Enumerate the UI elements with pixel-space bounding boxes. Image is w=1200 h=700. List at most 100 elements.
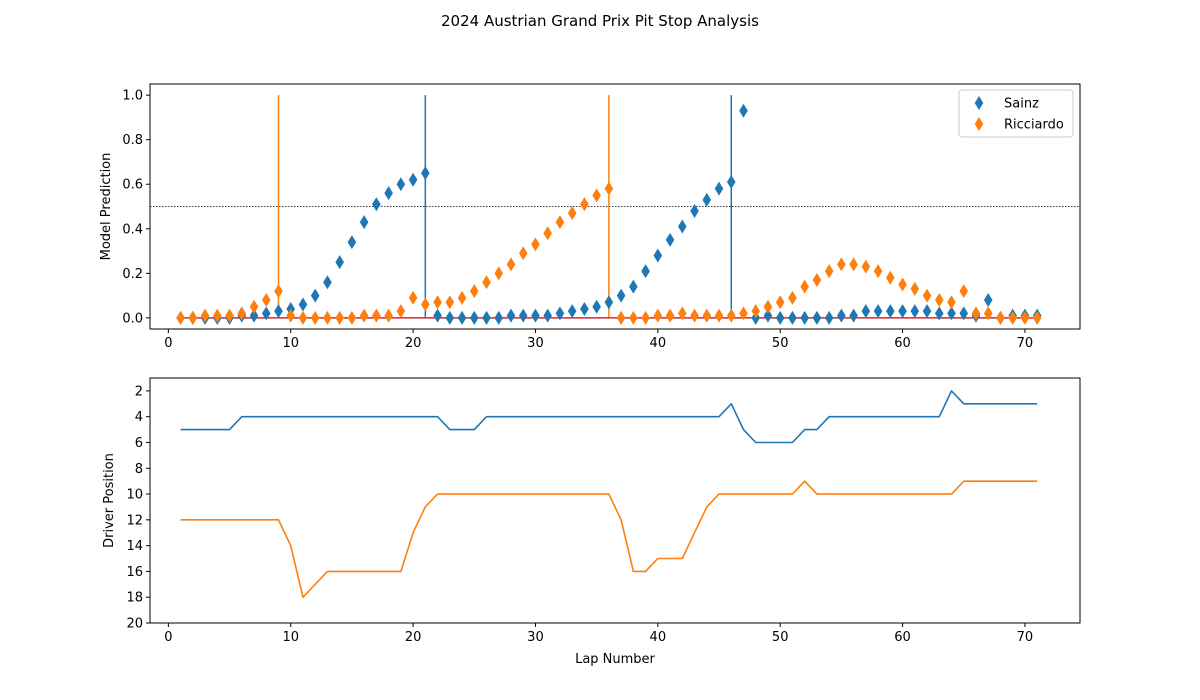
- position-x-tick-label: 50: [772, 630, 789, 645]
- prediction-point-sainz: [494, 310, 504, 325]
- prediction-point-sainz: [616, 288, 626, 303]
- prediction-point-ricciardo: [849, 257, 858, 272]
- prediction-point-sainz: [788, 310, 797, 325]
- figure-title: 2024 Austrian Grand Prix Pit Stop Analys…: [441, 12, 759, 30]
- position-x-tick-label: 40: [650, 630, 667, 645]
- prediction-point-sainz: [886, 304, 895, 319]
- prediction-y-tick-label: 0.6: [122, 178, 143, 193]
- prediction-legend: Sainz Ricciardo: [958, 89, 1074, 138]
- prediction-point-sainz: [714, 181, 724, 196]
- prediction-point-sainz: [641, 264, 650, 279]
- prediction-point-ricciardo: [873, 264, 883, 279]
- prediction-point-sainz: [433, 308, 442, 323]
- prediction-point-sainz: [543, 308, 552, 323]
- position-x-axis-label: Lap Number: [575, 652, 655, 667]
- prediction-point-sainz: [800, 310, 809, 325]
- prediction-point-sainz: [359, 215, 369, 230]
- prediction-point-sainz: [922, 304, 932, 319]
- position-y-axis-label: Driver Position: [102, 453, 117, 548]
- prediction-y-tick-label: 0.2: [122, 267, 143, 282]
- prediction-point-ricciardo: [359, 308, 369, 323]
- prediction-point-ricciardo: [408, 290, 418, 305]
- position-x-tick-label: 70: [1017, 630, 1034, 645]
- prediction-point-sainz: [531, 308, 540, 323]
- prediction-point-sainz: [372, 197, 381, 212]
- legend-label-sainz: Sainz: [1004, 97, 1039, 112]
- prediction-point-ricciardo: [800, 279, 809, 294]
- prediction-point-ricciardo: [934, 293, 944, 308]
- prediction-point-ricciardo: [690, 308, 699, 323]
- position-y-tick-label: 8: [135, 462, 143, 477]
- prediction-point-ricciardo: [1032, 310, 1042, 325]
- prediction-point-ricciardo: [421, 297, 430, 312]
- prediction-point-ricciardo: [1020, 310, 1030, 325]
- position-y-tick-label: 14: [126, 539, 143, 554]
- prediction-point-ricciardo: [959, 284, 969, 299]
- prediction-point-sainz: [665, 232, 675, 247]
- prediction-y-tick-label: 1.0: [122, 89, 143, 104]
- prediction-point-ricciardo: [983, 306, 993, 321]
- prediction-point-sainz: [702, 192, 712, 207]
- legend-label-ricciardo: Ricciardo: [1004, 118, 1064, 133]
- position-y-tick-label: 4: [135, 410, 143, 425]
- prediction-point-ricciardo: [726, 308, 736, 323]
- prediction-point-sainz: [824, 310, 834, 325]
- prediction-point-ricciardo: [457, 290, 467, 305]
- position-x-tick-label: 10: [282, 630, 299, 645]
- prediction-point-sainz: [249, 308, 259, 323]
- prediction-point-sainz: [837, 308, 846, 323]
- prediction-point-sainz: [690, 203, 699, 218]
- prediction-x-tick-label: 60: [894, 336, 911, 351]
- position-axes: 0 10 20 30 40 50 60 70 2 4 6 8 10 12 14 16 18 20 Driver …: [102, 377, 1081, 667]
- prediction-point-sainz: [849, 308, 858, 323]
- prediction-point-sainz: [421, 166, 430, 181]
- prediction-point-sainz: [898, 304, 907, 319]
- prediction-marks: [150, 95, 1080, 325]
- prediction-y-tick-label: 0.0: [122, 311, 143, 326]
- prediction-point-sainz: [812, 310, 822, 325]
- prediction-point-ricciardo: [898, 277, 907, 292]
- prediction-point-ricciardo: [518, 246, 528, 261]
- prediction-point-sainz: [947, 306, 956, 321]
- legend-marker-sainz: [974, 96, 984, 110]
- prediction-point-ricciardo: [751, 304, 761, 319]
- prediction-point-ricciardo: [604, 181, 614, 196]
- position-y-tick-label: 12: [126, 513, 143, 528]
- prediction-point-ricciardo: [261, 293, 271, 308]
- position-line-ricciardo: [180, 480, 1038, 599]
- prediction-point-sainz: [274, 304, 283, 319]
- prediction-point-sainz: [506, 308, 516, 323]
- prediction-point-ricciardo: [555, 215, 565, 230]
- prediction-point-sainz: [457, 310, 467, 325]
- prediction-point-ricciardo: [396, 304, 406, 319]
- prediction-point-ricciardo: [567, 206, 577, 221]
- prediction-point-sainz: [396, 177, 406, 192]
- position-y-ticks: 2 4 6 8 10 12 14 16 18 20: [126, 384, 150, 632]
- position-y-tick-label: 10: [126, 488, 143, 503]
- prediction-point-sainz: [959, 306, 969, 321]
- prediction-point-ricciardo: [469, 284, 479, 299]
- prediction-point-ricciardo: [763, 299, 773, 314]
- prediction-point-ricciardo: [543, 226, 552, 241]
- prediction-point-ricciardo: [237, 306, 247, 321]
- prediction-point-sainz: [445, 310, 455, 325]
- position-line-sainz: [180, 390, 1038, 444]
- prediction-point-ricciardo: [714, 308, 724, 323]
- prediction-point-ricciardo: [641, 310, 650, 325]
- prediction-point-ricciardo: [506, 257, 516, 272]
- prediction-point-sainz: [469, 310, 479, 325]
- prediction-point-ricciardo: [922, 288, 932, 303]
- prediction-point-sainz: [604, 295, 614, 310]
- prediction-point-sainz: [323, 275, 332, 290]
- prediction-axes: 0 10 20 30 40 50 60 70 0.0 0.2 0.4 0.6 0.8 1.0 Model…: [99, 83, 1081, 351]
- prediction-point-sainz: [555, 306, 565, 321]
- position-y-tick-label: 20: [126, 617, 143, 632]
- prediction-point-sainz: [518, 308, 528, 323]
- prediction-point-ricciardo: [249, 299, 259, 314]
- prediction-point-sainz: [592, 299, 601, 314]
- prediction-point-ricciardo: [971, 306, 981, 321]
- prediction-point-sainz: [384, 186, 393, 201]
- prediction-point-ricciardo: [298, 310, 308, 325]
- prediction-point-ricciardo: [861, 259, 871, 274]
